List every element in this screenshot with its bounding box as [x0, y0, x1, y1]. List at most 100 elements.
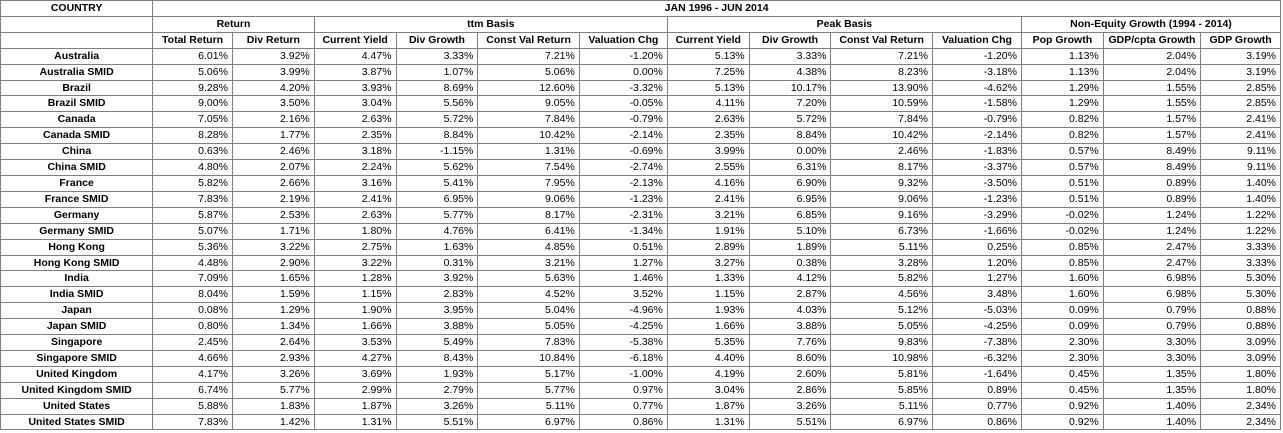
country-cell: United States	[0, 397, 154, 415]
value-cell: 1.31%	[477, 143, 580, 161]
value-cell: -4.25%	[931, 318, 1022, 336]
country-cell: Singapore SMID	[0, 349, 154, 367]
value-cell: 2.34%	[1200, 397, 1281, 415]
value-cell: -7.38%	[931, 334, 1022, 351]
value-cell: 5.13%	[666, 79, 750, 97]
country-cell: United States SMID	[0, 413, 154, 431]
value-cell: 8.60%	[748, 349, 832, 367]
value-cell: 5.51%	[395, 413, 479, 431]
group-header-peak-basis: Peak Basis	[666, 15, 1022, 33]
value-cell: 0.89%	[931, 381, 1022, 399]
country-cell: Brazil	[0, 79, 154, 97]
value-cell: 4.17%	[152, 365, 233, 383]
value-cell: 2.64%	[231, 334, 315, 351]
value-cell: -1.23%	[578, 190, 668, 208]
value-cell: 7.20%	[748, 95, 832, 113]
table-row: United States SMID 7.83% 1.42% 1.31% 5.51% 6.…	[0, 413, 1281, 431]
value-cell: 2.30%	[1020, 334, 1104, 351]
value-cell: 1.65%	[231, 270, 315, 288]
value-cell: 6.01%	[152, 47, 233, 65]
value-cell: 2.89%	[666, 238, 750, 256]
value-cell: 6.85%	[748, 206, 832, 224]
table-row: Japan SMID 0.80% 1.34% 1.66% 3.88% 5.05% -4.25…	[0, 318, 1281, 336]
value-cell: 5.05%	[830, 318, 933, 336]
value-cell: 10.17%	[748, 79, 832, 97]
column-header: Valuation Chg	[931, 31, 1022, 49]
value-cell: 3.99%	[231, 63, 315, 81]
value-cell: 2.41%	[1200, 111, 1281, 129]
value-cell: 1.40%	[1200, 174, 1281, 192]
value-cell: 1.59%	[231, 286, 315, 304]
value-cell: 3.09%	[1200, 334, 1281, 351]
value-cell: -1.58%	[931, 95, 1022, 113]
value-cell: 0.51%	[1020, 190, 1104, 208]
value-cell: 1.91%	[666, 222, 750, 240]
value-cell: 8.17%	[477, 206, 580, 224]
value-cell: 5.88%	[152, 397, 233, 415]
value-cell: 4.38%	[748, 63, 832, 81]
table-row: China SMID 4.80% 2.07% 2.24% 5.62% 7.54% -2.74…	[0, 159, 1281, 176]
value-cell: 8.49%	[1102, 143, 1202, 161]
value-cell: -1.20%	[578, 47, 668, 65]
value-cell: -1.83%	[931, 143, 1022, 161]
value-cell: 5.05%	[477, 318, 580, 336]
value-cell: 7.83%	[152, 413, 233, 431]
group-header-return: Return	[152, 15, 315, 33]
value-cell: 2.85%	[1200, 95, 1281, 113]
value-cell: 5.06%	[477, 63, 580, 81]
table-row: China 0.63% 2.46% 3.18% -1.15% 1.31% -0.69% 3.9…	[0, 143, 1281, 161]
table-row: Germany SMID 5.07% 1.71% 1.80% 4.76% 6.41% -1.…	[0, 222, 1281, 240]
value-cell: 0.92%	[1020, 413, 1104, 431]
value-cell: 6.41%	[477, 222, 580, 240]
value-cell: 0.92%	[1020, 397, 1104, 415]
country-header-spacer	[0, 15, 154, 33]
value-cell: 2.30%	[1020, 349, 1104, 367]
table-row: Hong Kong 5.36% 3.22% 2.75% 1.63% 4.85% 0.51% 2…	[0, 238, 1281, 256]
value-cell: 5.63%	[477, 270, 580, 288]
value-cell: 2.41%	[1200, 127, 1281, 145]
value-cell: 5.77%	[231, 381, 315, 399]
table-row: Singapore SMID 4.66% 2.93% 4.27% 8.43% 10.84%…	[0, 349, 1281, 367]
value-cell: 6.98%	[1102, 286, 1202, 304]
value-cell: 7.84%	[477, 111, 580, 129]
value-cell: 3.52%	[578, 286, 668, 304]
value-cell: -6.32%	[931, 349, 1022, 367]
value-cell: 2.87%	[748, 286, 832, 304]
value-cell: 3.88%	[395, 318, 479, 336]
column-header: GDP Growth	[1200, 31, 1281, 49]
value-cell: 4.19%	[666, 365, 750, 383]
value-cell: -2.14%	[578, 127, 668, 145]
value-cell: 6.98%	[1102, 270, 1202, 288]
value-cell: 5.11%	[830, 397, 933, 415]
column-header: GDP/cpta Growth	[1102, 31, 1202, 49]
value-cell: 5.30%	[1200, 270, 1281, 288]
table-row: India SMID 8.04% 1.59% 1.15% 2.83% 4.52% 3.52%…	[0, 286, 1281, 304]
value-cell: 1.34%	[231, 318, 315, 336]
value-cell: 1.31%	[313, 413, 397, 431]
value-cell: 8.43%	[395, 349, 479, 367]
value-cell: -4.25%	[578, 318, 668, 336]
value-cell: 2.24%	[313, 159, 397, 176]
value-cell: 2.04%	[1102, 47, 1202, 65]
country-cell: France SMID	[0, 190, 154, 208]
value-cell: 2.16%	[231, 111, 315, 129]
value-cell: 0.79%	[1102, 302, 1202, 320]
value-cell: 7.83%	[152, 190, 233, 208]
value-cell: 3.21%	[477, 254, 580, 272]
country-cell: Canada SMID	[0, 127, 154, 145]
value-cell: 5.06%	[152, 63, 233, 81]
value-cell: 0.45%	[1020, 381, 1104, 399]
value-cell: 2.04%	[1102, 63, 1202, 81]
country-cell: India	[0, 270, 154, 288]
value-cell: -3.37%	[931, 159, 1022, 176]
value-cell: 12.60%	[477, 79, 580, 97]
value-cell: 3.88%	[748, 318, 832, 336]
value-cell: 9.32%	[830, 174, 933, 192]
value-cell: -6.18%	[578, 349, 668, 367]
value-cell: -1.15%	[395, 143, 479, 161]
value-cell: 4.16%	[666, 174, 750, 192]
value-cell: 5.41%	[395, 174, 479, 192]
value-cell: 8.84%	[748, 127, 832, 145]
column-header: Total Return	[152, 31, 233, 49]
value-cell: 0.09%	[1020, 302, 1104, 320]
